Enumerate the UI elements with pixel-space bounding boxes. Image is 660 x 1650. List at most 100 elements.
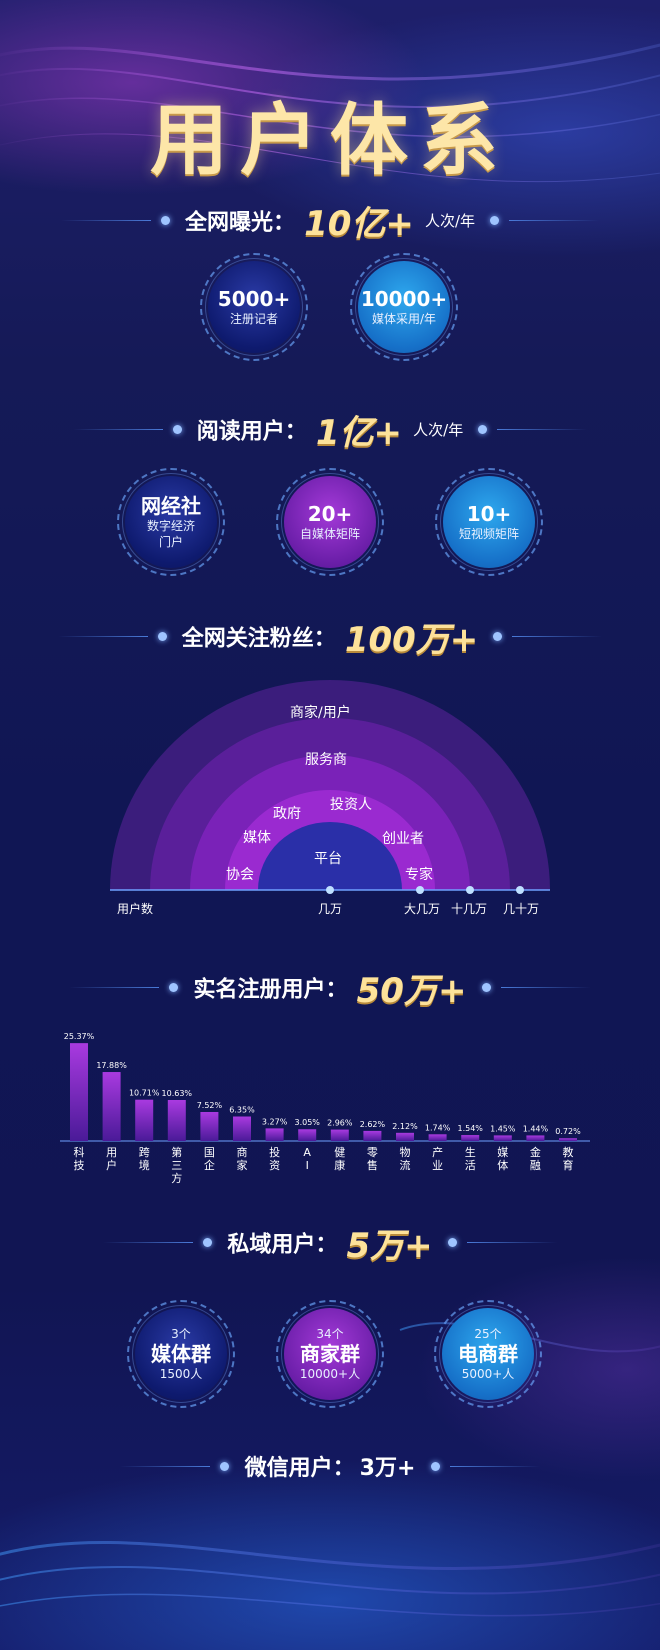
bar-健康 xyxy=(330,1129,349,1141)
bar-用户 xyxy=(102,1072,121,1141)
fan-label-platform: 平台 xyxy=(314,851,342,867)
wechat-label: 微信用户： xyxy=(244,1456,355,1481)
category-label: 商家 xyxy=(236,1146,248,1172)
fan-label-service: 服务商 xyxy=(305,752,347,768)
circle-sub: 短视频矩阵 xyxy=(458,527,519,541)
dot-icon xyxy=(203,1238,213,1247)
circle-top: 3个 xyxy=(171,1326,191,1341)
wechat-value: 3万+ xyxy=(359,1456,416,1481)
category-label: 媒体 xyxy=(497,1146,509,1172)
circle-main: 10000+ xyxy=(360,287,448,311)
dot-icon xyxy=(157,632,167,641)
bar-chart: 25.37% 17.88% 10.71% 10.63% 7.52% 6.35% 3.27% 3… xyxy=(60,1032,590,1142)
bar-value-label: 2.12% xyxy=(392,1122,418,1131)
circle-self-media: 20+ 自媒体矩阵 xyxy=(276,468,384,576)
circle-main: 20+ xyxy=(307,502,353,526)
bar-value-label: 17.88% xyxy=(96,1061,127,1070)
category-label: 零售 xyxy=(366,1146,378,1172)
circle-sub: 数字经济 xyxy=(146,519,195,533)
section-fans-heading: 全网关注粉丝： 100万+ xyxy=(0,612,660,661)
circle-main: 网经社 xyxy=(141,494,201,518)
bar-生活 xyxy=(461,1135,480,1141)
dot-icon xyxy=(478,425,488,434)
circle-short-video: 10+ 短视频矩阵 xyxy=(435,468,543,576)
bar-value-label: 6.35% xyxy=(229,1106,255,1115)
axis-dot-icon xyxy=(466,886,474,894)
dot-icon xyxy=(447,1238,457,1247)
readers-label: 阅读用户： xyxy=(196,419,307,445)
bar-value-label: 7.52% xyxy=(197,1101,223,1110)
axis-dot-icon xyxy=(416,886,424,894)
exposure-label: 全网曝光： xyxy=(184,210,295,236)
bar-投资 xyxy=(265,1128,284,1141)
dot-icon xyxy=(160,216,170,225)
circle-media-adoption: 10000+ 媒体采用/年 xyxy=(350,253,458,361)
dot-icon xyxy=(172,425,182,434)
category-label: 产业 xyxy=(432,1146,444,1172)
bar-value-label: 10.63% xyxy=(162,1089,193,1098)
circle-main: 媒体群 xyxy=(151,1341,211,1366)
circle-sub: 10000+人 xyxy=(299,1366,361,1381)
bar-value-label: 2.62% xyxy=(360,1120,386,1129)
section-private-heading: 私域用户： 5万+ xyxy=(0,1218,660,1267)
fan-diagram xyxy=(110,680,550,894)
private-value: 5万+ xyxy=(346,1226,433,1266)
circle-merchant-group: 34个 商家群 10000+人 xyxy=(276,1300,384,1408)
bar-value-label: 1.44% xyxy=(523,1124,549,1133)
bar-value-label: 3.05% xyxy=(294,1118,320,1127)
section-wechat-heading: 微信用户： 3万+ xyxy=(0,1450,660,1482)
dot-icon xyxy=(490,216,500,225)
bar-AI xyxy=(298,1129,317,1141)
bar-value-label: 10.71% xyxy=(129,1089,160,1098)
fans-value: 100万+ xyxy=(344,620,479,660)
bar-物流 xyxy=(396,1132,414,1141)
circle-portal: 网经社 数字经济 门户 xyxy=(117,468,225,576)
bar-国企 xyxy=(200,1111,219,1141)
dot-icon xyxy=(481,983,491,992)
circle-sub: 5000+人 xyxy=(461,1366,515,1381)
bar-零售 xyxy=(363,1130,382,1141)
category-label: 金融 xyxy=(529,1146,541,1172)
circle-sub: 注册记者 xyxy=(229,312,278,326)
section-registered-heading: 实名注册用户： 50万+ xyxy=(0,963,660,1012)
circle-top: 25个 xyxy=(474,1326,502,1341)
bar-跨境 xyxy=(135,1099,154,1141)
category-label: 健康 xyxy=(334,1146,346,1172)
dot-icon xyxy=(430,1461,440,1471)
fan-label-media: 媒体 xyxy=(243,830,271,846)
bar-金融 xyxy=(526,1135,545,1141)
circle-main: 电商群 xyxy=(458,1341,518,1366)
circle-sub: 1500人 xyxy=(159,1366,203,1381)
exposure-unit: 人次/年 xyxy=(424,212,476,230)
fan-core xyxy=(258,822,402,890)
page-title: 用户体系 xyxy=(149,96,510,186)
category-label: 生活 xyxy=(464,1146,476,1172)
circle-top: 34个 xyxy=(316,1326,344,1341)
fan-label-government: 政府 xyxy=(273,806,301,822)
bar-商家 xyxy=(233,1116,251,1141)
fan-label-investors: 投资人 xyxy=(330,797,372,813)
readers-value: 1亿+ xyxy=(315,413,403,453)
fan-label-entrepreneurs: 创业者 xyxy=(382,831,424,847)
bar-value-label: 3.27% xyxy=(262,1117,288,1126)
fan-label-experts: 专家 xyxy=(405,867,433,883)
circle-ecommerce-group: 25个 电商群 5000+人 xyxy=(434,1300,542,1408)
bar-第三方 xyxy=(167,1099,186,1141)
bar-value-label: 0.72% xyxy=(555,1127,581,1136)
circle-sub2: 门户 xyxy=(158,535,183,549)
dot-icon xyxy=(169,983,179,992)
circle-sub: 自媒体矩阵 xyxy=(299,527,360,541)
category-label: 跨境 xyxy=(138,1146,150,1172)
registered-value: 50万+ xyxy=(356,971,467,1011)
readers-unit: 人次/年 xyxy=(413,421,464,439)
circle-main: 商家群 xyxy=(300,1341,360,1366)
fan-label-associations: 协会 xyxy=(226,867,254,883)
fan-label-merchants: 商家/用户 xyxy=(290,705,351,721)
bar-value-label: 1.45% xyxy=(490,1124,516,1133)
bar-value-label: 1.54% xyxy=(457,1124,483,1133)
exposure-value: 10亿+ xyxy=(304,204,414,244)
axis-label-several-hundred-thousands: 几十万 xyxy=(503,902,540,916)
registered-label: 实名注册用户： xyxy=(193,977,348,1003)
category-label: 投资 xyxy=(269,1146,281,1172)
